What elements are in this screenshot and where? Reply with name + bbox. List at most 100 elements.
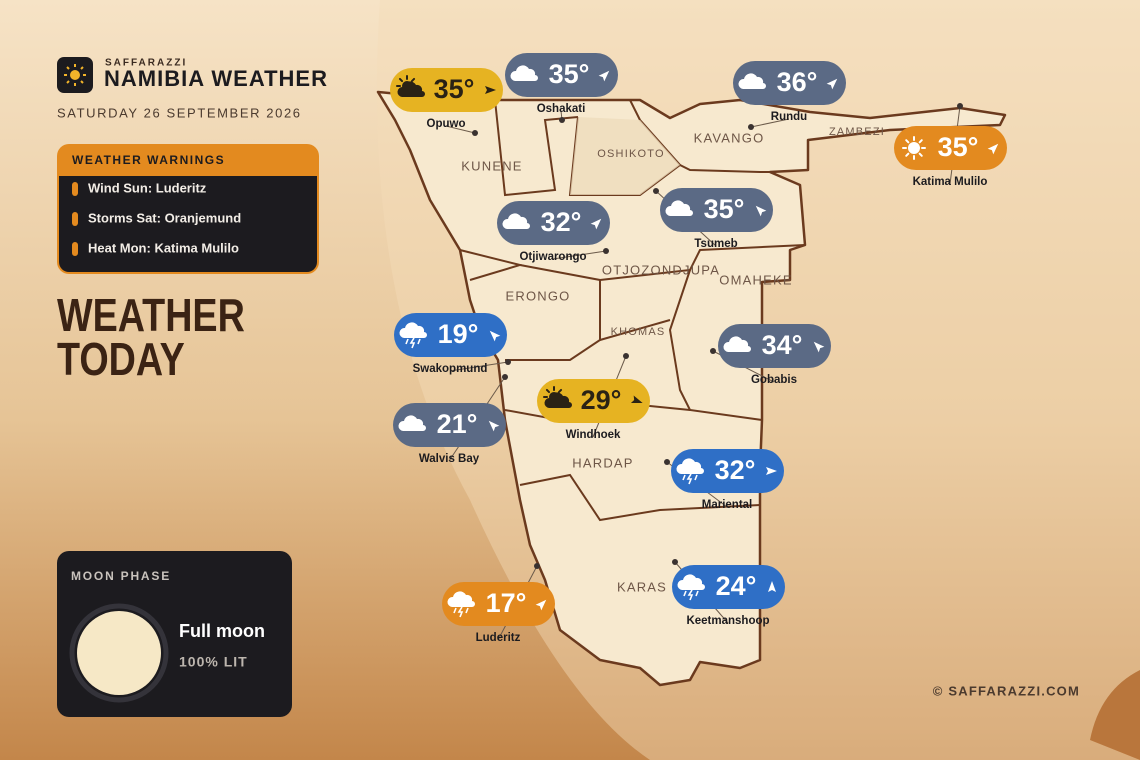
sun-ray <box>918 152 923 157</box>
region-label: ZAMBEZI <box>829 126 885 138</box>
title: NAMIBIA WEATHER <box>104 66 328 91</box>
city-dot <box>710 348 716 354</box>
headline-line: TODAY <box>57 334 185 385</box>
city-dot <box>957 103 963 109</box>
warning-bullet <box>72 212 78 226</box>
sun-ray <box>545 388 551 394</box>
temp-pill <box>393 403 506 447</box>
wind-arrow <box>826 78 838 90</box>
warnings-list: Wind Sun: Luderitz Storms Sat: Oranjemund… <box>72 180 241 256</box>
moon-title: MOON PHASE <box>71 569 171 583</box>
city-dot <box>534 563 540 569</box>
cloud-icon <box>397 81 425 97</box>
city-name: Katima Mulilo <box>913 176 988 188</box>
cloud-icon <box>398 415 426 431</box>
rain <box>682 474 698 481</box>
city-badge: 21° Walvis Bay <box>393 374 508 465</box>
warning-bullet <box>72 242 78 256</box>
leader-line <box>750 118 790 128</box>
temp-pill <box>718 324 831 368</box>
headline: WEATHER TODAY <box>57 290 245 385</box>
corner-shape <box>1090 670 1140 760</box>
sun-icon <box>908 142 920 154</box>
sun-ray <box>410 77 416 83</box>
region-label: HARDAP <box>572 455 633 470</box>
city-temp: 35° <box>704 194 745 224</box>
storm-bolt <box>686 473 693 485</box>
city-temp: 34° <box>762 330 803 360</box>
region-label: OMAHEKE <box>719 272 792 287</box>
wind-arrow <box>768 581 776 592</box>
leader-line <box>449 361 509 372</box>
city-dot <box>653 188 659 194</box>
cloud-icon <box>677 574 705 590</box>
city-badge: 19° Swakopmund <box>394 313 511 375</box>
wind-arrow <box>488 420 500 432</box>
wind-arrow <box>813 341 825 353</box>
rain <box>683 590 699 597</box>
city-dot <box>505 359 511 365</box>
region-label: KAVANGO <box>694 130 765 145</box>
temp-pill <box>537 379 650 423</box>
wind-arrow <box>535 599 547 611</box>
temp-pill <box>442 582 555 626</box>
city-name: Otjiwarongo <box>519 251 586 263</box>
wind-arrow <box>489 330 501 342</box>
city-name: Tsumeb <box>694 238 737 250</box>
moon-lit: 100% LIT <box>179 654 248 670</box>
region-label: OTJOZONDJUPA <box>602 262 720 277</box>
city-name: Keetmanshoop <box>686 615 769 627</box>
warning-item: Heat Mon: Katima Mulilo <box>88 240 239 255</box>
city-temp: 36° <box>777 67 818 97</box>
copyright: © SAFFARAZZI.COM <box>933 683 1080 698</box>
city-badge: 29° Windhoek <box>537 353 650 441</box>
city-temp: 32° <box>541 207 582 237</box>
city-dot <box>748 124 754 130</box>
warning-item: Storms Sat: Oranjemund <box>88 210 241 225</box>
city-temp: 21° <box>437 409 478 439</box>
city-name: Mariental <box>702 499 753 511</box>
brand: SAFFARAZZI <box>105 58 187 69</box>
rain <box>405 338 421 345</box>
temp-pill <box>497 201 610 245</box>
city-name: Walvis Bay <box>419 453 480 465</box>
city-dot <box>472 130 478 136</box>
city-temp: 35° <box>549 59 590 89</box>
warnings-title: WEATHER WARNINGS <box>72 153 225 167</box>
city-temp: 32° <box>715 455 756 485</box>
city-name: Luderitz <box>476 632 521 644</box>
city-badge: 32° Otjiwarongo <box>497 201 610 263</box>
temp-pill <box>394 313 507 357</box>
city-temp: 19° <box>438 319 479 349</box>
city-dot <box>559 117 565 123</box>
temp-pill <box>390 68 503 112</box>
region-label: KHOMAS <box>611 326 666 338</box>
rain <box>453 607 469 614</box>
city-temp: 35° <box>434 74 475 104</box>
city-dot <box>603 248 609 254</box>
warnings-body-top <box>59 176 317 190</box>
temp-pill <box>672 565 785 609</box>
wind-arrow <box>766 467 777 475</box>
warning-bullet <box>72 182 78 196</box>
city-badge: 35° Katima Mulilo <box>894 103 1007 188</box>
wind-arrow <box>590 218 602 230</box>
city-badge: 35° Tsumeb <box>653 188 773 250</box>
city-dot <box>672 559 678 565</box>
moon-disc <box>77 611 161 695</box>
leader-line <box>445 125 476 134</box>
city-name: Rundu <box>771 111 807 123</box>
map-labels: KUNENE OSHIKOTO KAVANGO ZAMBEZI OTJOZONDJUPA… <box>390 53 1007 644</box>
cloud-icon <box>399 322 427 338</box>
region-label: OSHIKOTO <box>597 148 664 160</box>
warning-item: Wind Sun: Luderitz <box>88 180 207 195</box>
city-badge: 34° Gobabis <box>710 324 831 386</box>
sun-ray <box>557 388 563 394</box>
cloud-icon <box>502 213 530 229</box>
wind-arrow <box>630 395 643 404</box>
city-badge: 35° Oshakati <box>505 53 618 123</box>
city-badge: 32° Mariental <box>664 449 784 511</box>
logo-sun <box>64 64 86 86</box>
